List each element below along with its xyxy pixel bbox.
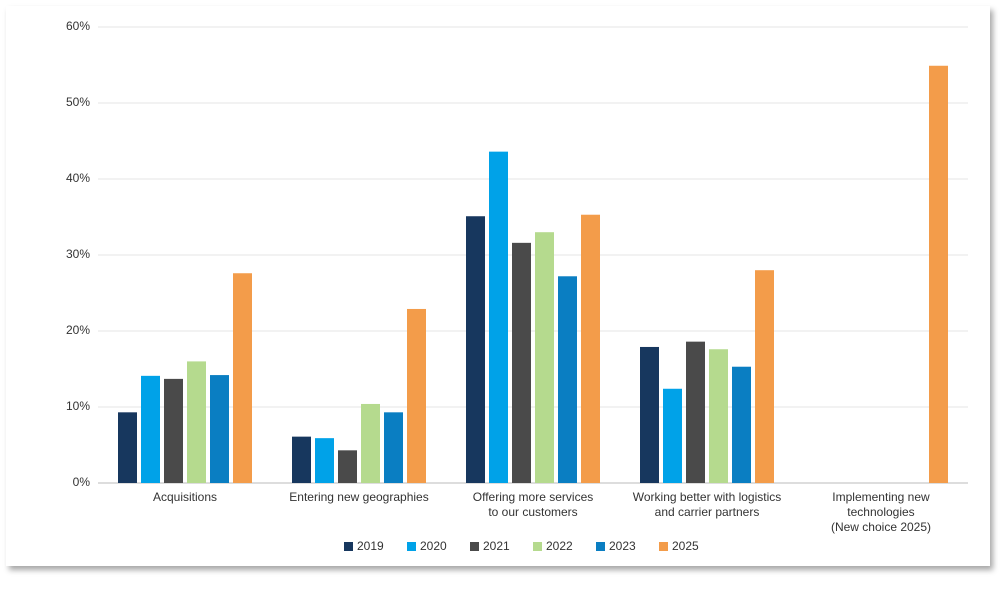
bar xyxy=(640,346,659,483)
bar xyxy=(929,65,948,483)
legend-swatch xyxy=(407,542,416,551)
x-tick-label: technologies xyxy=(847,505,914,519)
legend-label: 2021 xyxy=(483,539,510,553)
x-tick-label: and carrier partners xyxy=(655,505,760,519)
bar xyxy=(755,270,774,483)
bar xyxy=(466,216,485,484)
legend-swatch xyxy=(533,542,542,551)
legend-swatch xyxy=(344,542,353,551)
bar xyxy=(187,361,206,483)
bar xyxy=(315,438,334,483)
bar xyxy=(233,273,252,483)
legend-label: 2020 xyxy=(420,539,447,553)
bar xyxy=(338,450,357,483)
bar xyxy=(384,412,403,483)
bar xyxy=(210,375,229,483)
y-tick-label: 40% xyxy=(66,171,90,185)
x-tick-label: Implementing new xyxy=(832,490,930,504)
legend-label: 2019 xyxy=(357,539,384,553)
x-tick-label: Offering more services xyxy=(473,490,594,504)
bar xyxy=(489,151,508,483)
bar xyxy=(118,412,137,483)
bar xyxy=(709,349,728,483)
bar xyxy=(535,232,554,483)
legend-swatch xyxy=(470,542,479,551)
legend-label: 2025 xyxy=(672,539,699,553)
x-tick-label: to our customers xyxy=(488,505,577,519)
y-tick-label: 50% xyxy=(66,95,90,109)
y-tick-label: 20% xyxy=(66,323,90,337)
bar xyxy=(292,436,311,483)
bar xyxy=(164,378,183,483)
bar xyxy=(512,242,531,483)
y-tick-label: 0% xyxy=(73,475,91,489)
legend-label: 2022 xyxy=(546,539,573,553)
bar xyxy=(686,341,705,483)
bar xyxy=(663,388,682,483)
y-tick-label: 10% xyxy=(66,399,90,413)
bar xyxy=(407,308,426,483)
bar xyxy=(141,375,160,483)
x-tick-label: (New choice 2025) xyxy=(831,520,931,534)
legend-label: 2023 xyxy=(609,539,636,553)
x-tick-label: Working better with logistics xyxy=(633,490,782,504)
x-tick-label: Entering new geographies xyxy=(289,490,428,504)
legend-swatch xyxy=(659,542,668,551)
bar xyxy=(732,366,751,483)
x-tick-label: Acquisitions xyxy=(153,490,217,504)
bar xyxy=(361,403,380,483)
bar xyxy=(581,214,600,483)
y-tick-label: 60% xyxy=(66,19,90,33)
bar xyxy=(558,276,577,483)
y-tick-label: 30% xyxy=(66,247,90,261)
legend-swatch xyxy=(596,542,605,551)
